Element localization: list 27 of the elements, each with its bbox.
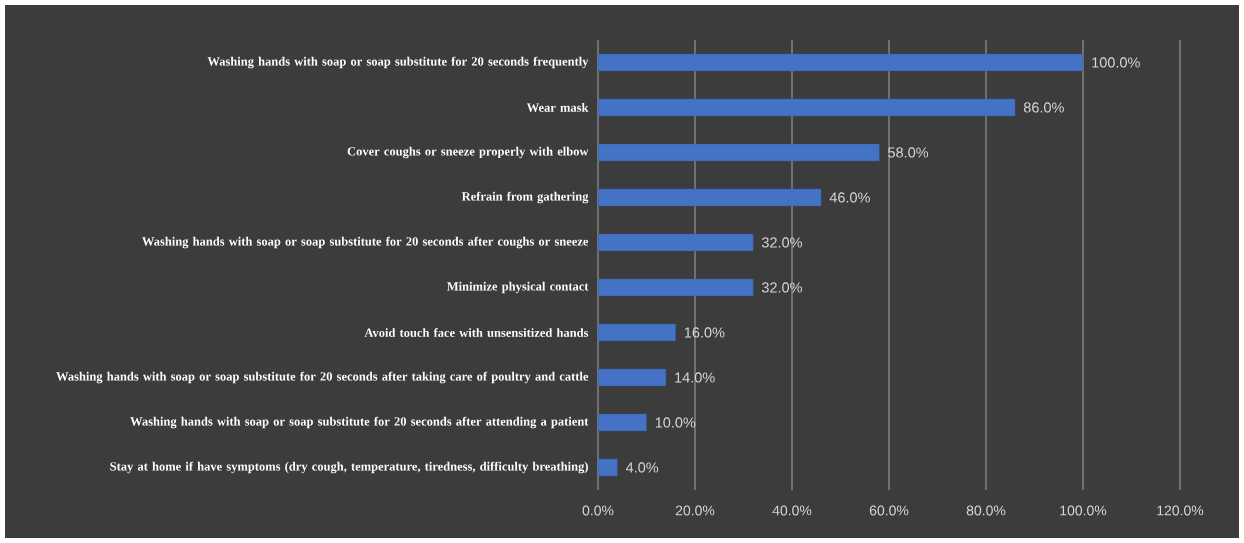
y-tick-label: Washing hands with soap or soap substitute for 20 seconds after taking care of poultry and cattle (56, 371, 589, 384)
x-tick-label: 20.0% (675, 505, 715, 516)
y-tick-label: Washing hands with soap or soap substitute for 20 seconds after attending a patient (130, 416, 589, 429)
data-label: 58.0% (888, 147, 929, 158)
y-tick-label: Avoid touch face with unsensitized hands (364, 328, 589, 337)
data-label: 46.0% (829, 192, 870, 203)
data-label: 32.0% (761, 237, 802, 248)
y-tick-label: Cover coughs or sneeze properly with elbow (347, 146, 589, 159)
x-tick-label: 0.0% (582, 505, 614, 516)
data-label: 86.0% (1023, 102, 1064, 113)
data-label: 14.0% (675, 372, 715, 383)
y-tick-label: Washing hands with soap or soap substitute for 20 seconds after coughs or sneeze (142, 236, 589, 249)
y-tick-label: Wear mask (526, 103, 589, 112)
x-tick-label: 80.0% (966, 505, 1006, 516)
data-label: 10.0% (655, 417, 696, 428)
data-label: 4.0% (625, 462, 659, 473)
y-tick-label: Washing hands with soap or soap substitute for 20 seconds frequently (207, 56, 589, 69)
x-tick-label: 100.0% (1060, 505, 1107, 516)
x-tick-label: 120.0% (1157, 505, 1204, 516)
y-tick-label: Refrain from gathering (461, 191, 589, 204)
x-tick-label: 60.0% (869, 505, 909, 516)
y-tick-label: Minimize physical contact (447, 281, 589, 294)
data-label: 16.0% (684, 327, 725, 338)
y-tick-label: Stay at home if have symptoms (dry cough, temperature, tiredness, difficulty breathing) (110, 461, 588, 474)
data-label: 32.0% (761, 282, 802, 293)
x-tick-label: 40.0% (772, 505, 812, 516)
data-label: 100.0% (1092, 57, 1140, 68)
